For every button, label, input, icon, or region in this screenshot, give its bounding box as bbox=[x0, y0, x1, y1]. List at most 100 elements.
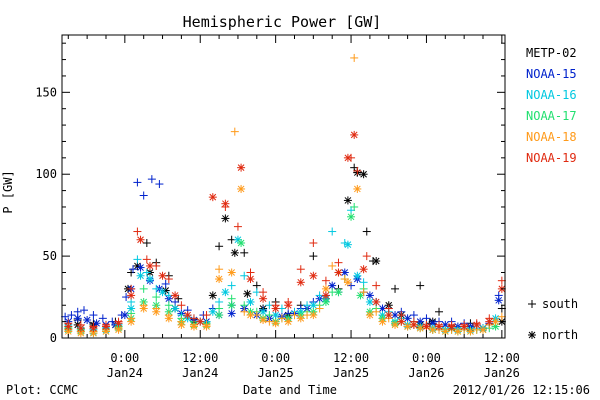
x-tick-label-date: Jan24 bbox=[107, 366, 143, 380]
data-point-north bbox=[259, 294, 268, 303]
data-point-south bbox=[161, 279, 170, 288]
data-point-north bbox=[409, 320, 418, 329]
marker-legend: south north bbox=[528, 297, 578, 342]
data-point-south bbox=[353, 166, 362, 175]
data-point-north bbox=[343, 278, 352, 287]
data-point-north bbox=[343, 153, 352, 162]
data-point-north bbox=[208, 291, 217, 300]
data-point-north bbox=[237, 163, 246, 172]
data-point-north bbox=[485, 317, 494, 326]
data-point-south bbox=[350, 202, 359, 211]
data-point-north bbox=[246, 311, 255, 320]
data-point-south bbox=[202, 311, 211, 320]
data-point-north bbox=[479, 325, 488, 334]
data-point-south bbox=[133, 255, 142, 264]
data-point-north bbox=[230, 248, 239, 257]
data-point-north bbox=[189, 322, 198, 331]
data-point-north bbox=[343, 240, 352, 249]
data-point-north bbox=[64, 322, 73, 331]
data-point-north bbox=[347, 212, 356, 221]
data-point-north bbox=[271, 304, 280, 313]
data-point-north bbox=[343, 196, 352, 205]
x-tick-label-time: 0:00 bbox=[110, 351, 139, 365]
data-point-north bbox=[246, 275, 255, 284]
data-point-north bbox=[365, 297, 374, 306]
data-point-south bbox=[230, 127, 239, 136]
data-point-north bbox=[136, 235, 145, 244]
data-point-south bbox=[416, 281, 425, 290]
data-point-south bbox=[89, 311, 98, 320]
legend-entry-noaa-15: NOAA-15 bbox=[526, 67, 577, 81]
legend-entry-noaa-18: NOAA-18 bbox=[526, 130, 577, 144]
data-point-north bbox=[453, 327, 462, 336]
data-point-south bbox=[328, 227, 337, 236]
data-point-south bbox=[321, 276, 330, 285]
data-point-north bbox=[466, 327, 475, 336]
x-tick-label-time: 12:00 bbox=[484, 351, 520, 365]
data-point-north bbox=[215, 311, 224, 320]
data-point-south bbox=[79, 306, 88, 315]
data-point-north bbox=[271, 319, 280, 328]
data-point-north bbox=[428, 325, 437, 334]
data-point-south bbox=[177, 301, 186, 310]
data-point-north bbox=[227, 309, 236, 318]
data-point-south bbox=[277, 314, 286, 323]
legend-entry-metp-02: METP-02 bbox=[526, 46, 577, 60]
data-point-north bbox=[76, 324, 85, 333]
data-point-north bbox=[145, 275, 154, 284]
data-point-south bbox=[152, 284, 161, 293]
data-point-south bbox=[127, 268, 136, 277]
data-point-south bbox=[362, 227, 371, 236]
data-point-north bbox=[227, 301, 236, 310]
y-axis: 0 50 100 150 bbox=[35, 42, 505, 345]
data-point-south bbox=[290, 311, 299, 320]
data-point-north bbox=[416, 324, 425, 333]
data-point-north bbox=[136, 271, 145, 280]
data-point-north bbox=[435, 322, 444, 331]
data-point-north bbox=[152, 307, 161, 316]
data-point-south bbox=[240, 271, 249, 280]
data-point-north bbox=[372, 297, 381, 306]
x-tick-label-date: Jan24 bbox=[182, 366, 218, 380]
data-point-north bbox=[92, 319, 101, 328]
data-point-south bbox=[164, 275, 173, 284]
data-point-north bbox=[296, 314, 305, 323]
data-point-south bbox=[240, 307, 249, 316]
data-point-north bbox=[158, 271, 167, 280]
data-point-north bbox=[353, 271, 362, 280]
data-point-north bbox=[491, 317, 500, 326]
data-point-north bbox=[246, 297, 255, 306]
data-point-north bbox=[284, 317, 293, 326]
plot-frame bbox=[61, 34, 506, 339]
x-tick-label-date: Jan26 bbox=[484, 366, 520, 380]
data-point-north bbox=[372, 257, 381, 266]
legend-entry-noaa-17: NOAA-17 bbox=[526, 109, 577, 123]
data-point-north bbox=[158, 288, 167, 297]
data-point-north bbox=[127, 291, 136, 300]
data-point-south bbox=[227, 281, 236, 290]
plot-area bbox=[61, 53, 506, 338]
y-tick-label: 150 bbox=[35, 85, 57, 99]
data-point-south bbox=[152, 293, 161, 302]
x-tick-label-time: 0:00 bbox=[261, 351, 290, 365]
y-tick-label: 0 bbox=[50, 331, 57, 345]
data-point-south bbox=[372, 307, 381, 316]
legend-entry-noaa-19: NOAA-19 bbox=[526, 151, 577, 165]
data-point-south bbox=[309, 239, 318, 248]
data-point-south bbox=[142, 239, 151, 248]
data-point-north bbox=[359, 265, 368, 274]
data-point-south bbox=[334, 258, 343, 267]
data-point-north bbox=[296, 278, 305, 287]
series-legend: METP-02 NOAA-15 NOAA-16 NOAA-17 NOAA-18 NOAA-… bbox=[526, 46, 577, 165]
data-point-north bbox=[196, 317, 205, 326]
data-point-south bbox=[147, 175, 156, 184]
data-point-north bbox=[89, 324, 98, 333]
x-axis-label: Date and Time bbox=[243, 383, 337, 397]
data-point-north bbox=[472, 320, 481, 329]
x-tick-label-time: 0:00 bbox=[412, 351, 441, 365]
data-point-north bbox=[403, 322, 412, 331]
data-point-south bbox=[350, 53, 359, 62]
data-point-north bbox=[83, 315, 92, 324]
data-point-north bbox=[215, 275, 224, 284]
